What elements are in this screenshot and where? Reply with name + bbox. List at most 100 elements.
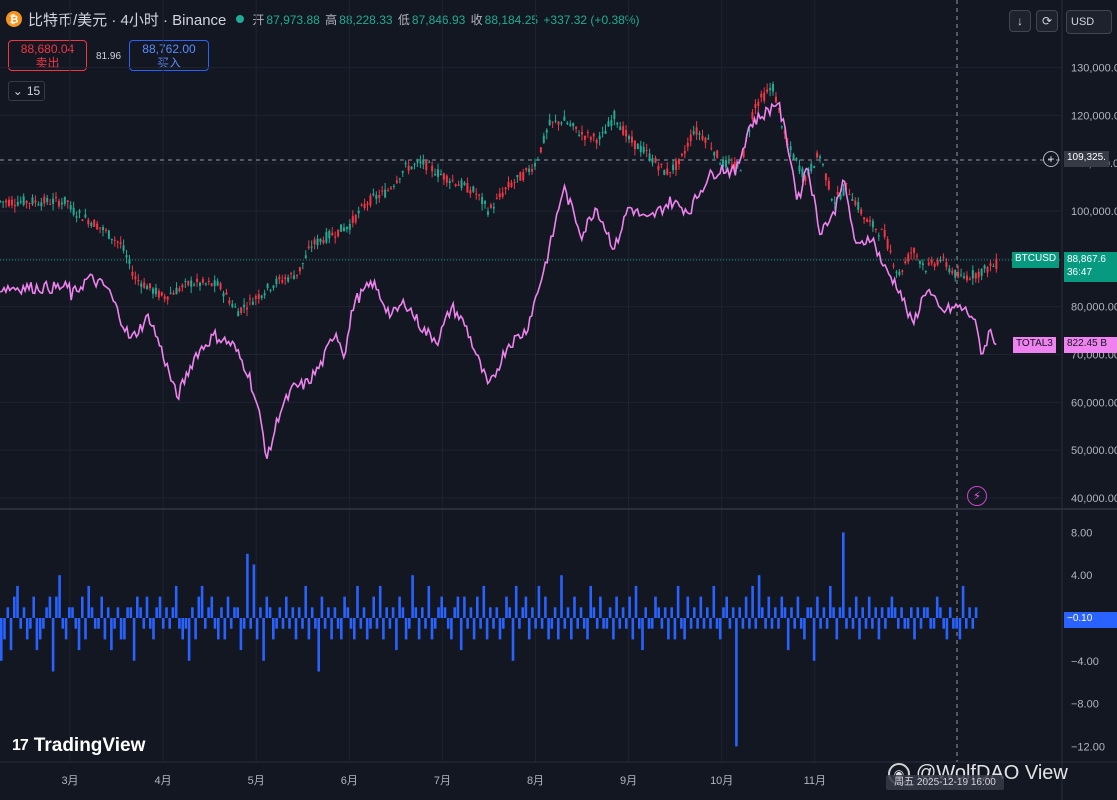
osc-bar (6, 607, 10, 618)
candle-body (601, 131, 604, 133)
download-button[interactable]: ↓ (1009, 10, 1031, 32)
osc-bar (217, 618, 220, 640)
osc-bar (472, 618, 476, 640)
buy-price: 88,762.00 (142, 42, 196, 56)
osc-bar (942, 618, 945, 629)
candle-body (392, 185, 395, 187)
osc-bar (696, 618, 699, 629)
candle-body (416, 160, 419, 163)
osc-bar (68, 607, 71, 618)
candle-body (222, 293, 225, 297)
crosshair-date-label: 周五 2025-12-19 16:00 (886, 775, 1004, 790)
candle-body (49, 203, 52, 205)
osc-bar (579, 607, 583, 618)
osc-bar (741, 618, 745, 629)
candle-body (554, 120, 557, 122)
candle-body (384, 189, 387, 198)
osc-bar (485, 618, 489, 640)
candle-body (586, 132, 589, 134)
arrow-down-icon: ↓ (1017, 14, 1023, 28)
osc-bar (149, 618, 152, 629)
osc-bar (641, 618, 644, 651)
candle-body (531, 169, 534, 172)
osc-bar (903, 618, 907, 629)
candle-body (395, 180, 398, 183)
candle-body (149, 283, 152, 289)
symbol-title[interactable]: 比特币/美元 · 4小时 · Binance (28, 11, 227, 29)
osc-bar (97, 618, 100, 629)
candle-body (689, 134, 692, 142)
osc-bar (673, 618, 677, 640)
candle-body (801, 168, 804, 178)
osc-bar (647, 618, 651, 629)
candle-body (557, 121, 560, 125)
osc-bar (751, 585, 754, 618)
candle-body (739, 170, 742, 172)
interval-selector[interactable]: ⌄ 15 (8, 81, 45, 101)
osc-tick-label: −8.00 (1071, 699, 1099, 711)
candle-body (860, 209, 863, 214)
osc-bar (297, 607, 301, 618)
candle-body (592, 133, 595, 137)
candle-body (604, 130, 607, 134)
btcusd-candles (0, 81, 998, 317)
add-alert-icon[interactable]: + (1043, 151, 1059, 167)
candle-body (913, 248, 916, 253)
buy-button[interactable]: 88,762.00 买入 (129, 40, 209, 71)
candle-body (736, 164, 739, 166)
candle-body (777, 108, 780, 110)
candle-body (196, 278, 199, 283)
osc-bar (58, 575, 61, 618)
candle-body (119, 242, 122, 245)
candle-body (201, 278, 204, 283)
refresh-button[interactable]: ⟳ (1036, 10, 1058, 32)
lightning-icon[interactable]: ⚡ (967, 486, 987, 506)
low-value: 87,846.93 (411, 12, 466, 27)
osc-bar (825, 618, 829, 629)
candle-body (448, 180, 451, 183)
osc-bar (829, 585, 832, 618)
interval-value: 15 (26, 84, 41, 98)
candle-body (654, 158, 657, 163)
osc-bar (890, 596, 894, 618)
osc-bar (398, 596, 401, 618)
osc-bar (793, 618, 796, 629)
total3-line (0, 101, 997, 459)
osc-bar (738, 607, 741, 618)
candle-body (55, 196, 58, 198)
osc-bar (586, 618, 589, 640)
osc-bar (55, 596, 58, 618)
osc-bar (939, 607, 942, 618)
sell-button[interactable]: 88,680.04 卖出 (8, 40, 87, 71)
candle-body (237, 311, 240, 317)
candle-body (146, 285, 149, 290)
osc-bar (123, 618, 126, 640)
osc-bar (550, 618, 554, 629)
candle-body (351, 216, 354, 223)
osc-bar (634, 585, 638, 618)
osc-bar (395, 618, 398, 651)
candle-body (948, 268, 951, 272)
candle-body (516, 175, 519, 178)
candle-body (28, 203, 31, 205)
candle-body (780, 126, 783, 128)
candle-body (372, 193, 375, 196)
osc-bar (770, 618, 774, 629)
candle-body (963, 276, 966, 279)
osc-bar (469, 607, 473, 618)
osc-bar (958, 618, 962, 640)
y-tick-label: 120,000.00 (1071, 110, 1117, 122)
osc-bar (42, 618, 45, 629)
currency-selector[interactable]: USD (1066, 10, 1112, 34)
osc-bar (842, 532, 845, 618)
candle-body (251, 301, 254, 305)
osc-bar (880, 607, 884, 618)
candle-body (868, 220, 871, 222)
candle-body (272, 285, 275, 288)
osc-bar (466, 618, 469, 629)
candle-body (439, 174, 442, 176)
candle-body (113, 239, 116, 241)
osc-bar (660, 618, 664, 629)
candle-body (563, 116, 566, 121)
